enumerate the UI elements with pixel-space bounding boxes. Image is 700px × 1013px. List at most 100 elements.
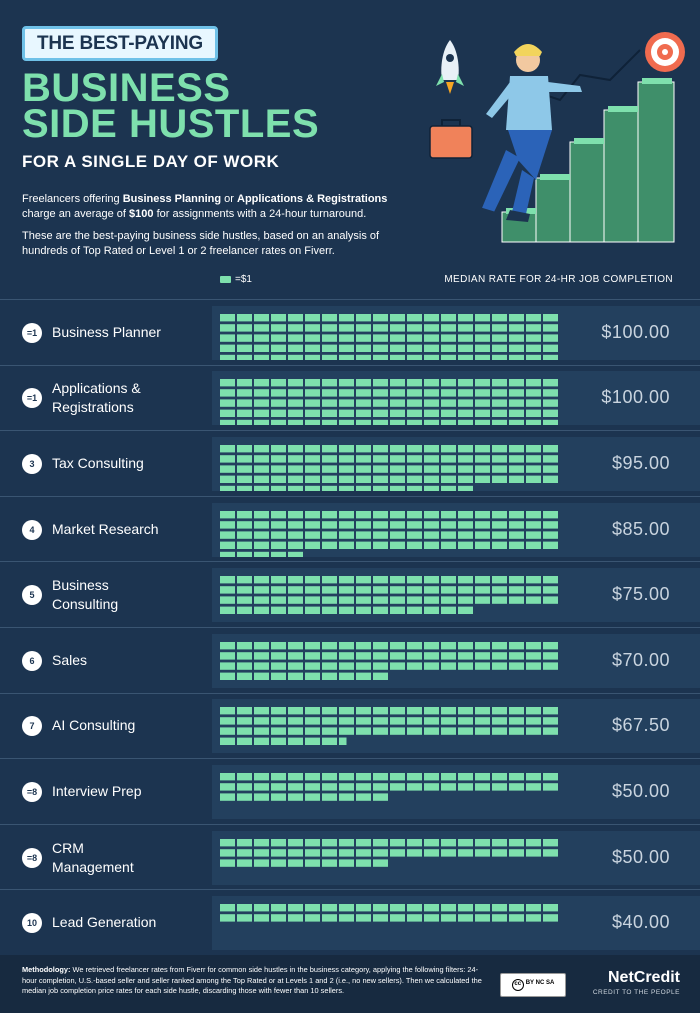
dollar-block [424, 606, 439, 615]
dollar-block [509, 838, 524, 846]
value-label: $85.00 [611, 518, 670, 539]
dollar-block [220, 707, 235, 715]
dollar-block [543, 455, 558, 463]
dollar-block [526, 904, 541, 912]
dollar-block [424, 520, 439, 529]
dollar-block [407, 399, 422, 408]
dollar-block [458, 510, 473, 518]
dollar-block [441, 420, 456, 426]
dollar-block [271, 606, 286, 615]
dollar-block [322, 904, 337, 912]
dollar-block [356, 914, 371, 922]
dollar-block [390, 379, 405, 387]
dollar-block [373, 848, 388, 857]
dollar-block [356, 323, 371, 332]
dollar-block [271, 323, 286, 332]
dollar-block [356, 344, 371, 352]
footer: Methodology: We retrieved freelancer rat… [0, 955, 700, 1013]
dollar-block [492, 520, 507, 529]
dollar-block [339, 727, 354, 736]
dollar-block [305, 651, 320, 660]
dollar-block [543, 313, 558, 322]
dollar-block [322, 323, 337, 332]
dollar-block [220, 541, 235, 549]
dollar-block [441, 344, 456, 352]
value-label: $75.00 [611, 584, 670, 605]
dollar-block [475, 389, 490, 397]
dollar-block [288, 914, 303, 922]
dollar-block [254, 596, 269, 604]
dollar-block [475, 576, 490, 584]
dollar-block [339, 389, 354, 397]
dollar-block [526, 323, 541, 332]
dollar-block [322, 672, 337, 680]
dollar-block [424, 904, 439, 912]
dollar-block [373, 727, 388, 736]
dollar-block [526, 510, 541, 518]
dollar-block [390, 399, 405, 408]
category-label-line-1: Market Research [52, 520, 159, 537]
dollar-block [441, 465, 456, 473]
dollar-block [475, 465, 490, 473]
dollar-block [288, 323, 303, 332]
category-label-line-1: Tax Consulting [52, 454, 144, 471]
dollar-block [492, 717, 507, 725]
dollar-block [339, 420, 354, 426]
dollar-block [492, 783, 507, 791]
dollar-block [424, 354, 439, 360]
dollar-block [237, 848, 252, 857]
dollar-block [458, 651, 473, 660]
dollar-block [339, 717, 354, 725]
dollar-block [441, 707, 456, 715]
dollar-block [492, 662, 507, 670]
dollar-block [509, 717, 524, 725]
dollar-block [458, 727, 473, 736]
dollar-block [526, 379, 541, 387]
dollar-block [543, 389, 558, 397]
dollar-block [543, 465, 558, 473]
dollar-block [543, 420, 558, 426]
dollar-block [271, 475, 286, 483]
dollar-block [220, 641, 235, 650]
dollar-block [526, 641, 541, 650]
dollar-block [475, 323, 490, 332]
dollar-block [424, 313, 439, 322]
dollar-block [424, 783, 439, 791]
dollar-block [220, 344, 235, 352]
dollar-block [254, 354, 269, 360]
dollar-block [271, 389, 286, 397]
dollar-block [441, 455, 456, 463]
dollar-block [254, 641, 269, 650]
dollar-block [322, 717, 337, 725]
dollar-block [509, 323, 524, 332]
category-label-line-2: Management [52, 858, 134, 875]
dollar-block [220, 409, 235, 418]
cc-icon: cc [511, 979, 524, 991]
dollar-block [356, 354, 371, 360]
dollar-block [254, 465, 269, 473]
dollar-block [305, 707, 320, 715]
dollar-block [424, 465, 439, 473]
dollar-block [390, 641, 405, 650]
dollar-block [288, 530, 303, 539]
dollar-block [288, 475, 303, 483]
category-label: Tax Consulting [52, 454, 202, 473]
dollar-block [237, 858, 252, 867]
dollar-block [288, 389, 303, 397]
dollar-block [271, 334, 286, 342]
dollar-block [458, 485, 473, 491]
dollar-block [509, 904, 524, 912]
dollar-block [220, 838, 235, 846]
dollar-block [390, 586, 405, 594]
dollar-block [441, 485, 456, 491]
dollar-block [339, 334, 354, 342]
dollar-block [254, 793, 269, 801]
dollar-block [237, 420, 252, 426]
dollar-block [254, 344, 269, 352]
dollar-block [458, 455, 473, 463]
dollar-block [271, 707, 286, 715]
dollar-block [509, 707, 524, 715]
dollar-block [543, 586, 558, 594]
dollar-block [492, 510, 507, 518]
methodology-text: Methodology: We retrieved freelancer rat… [22, 965, 482, 995]
